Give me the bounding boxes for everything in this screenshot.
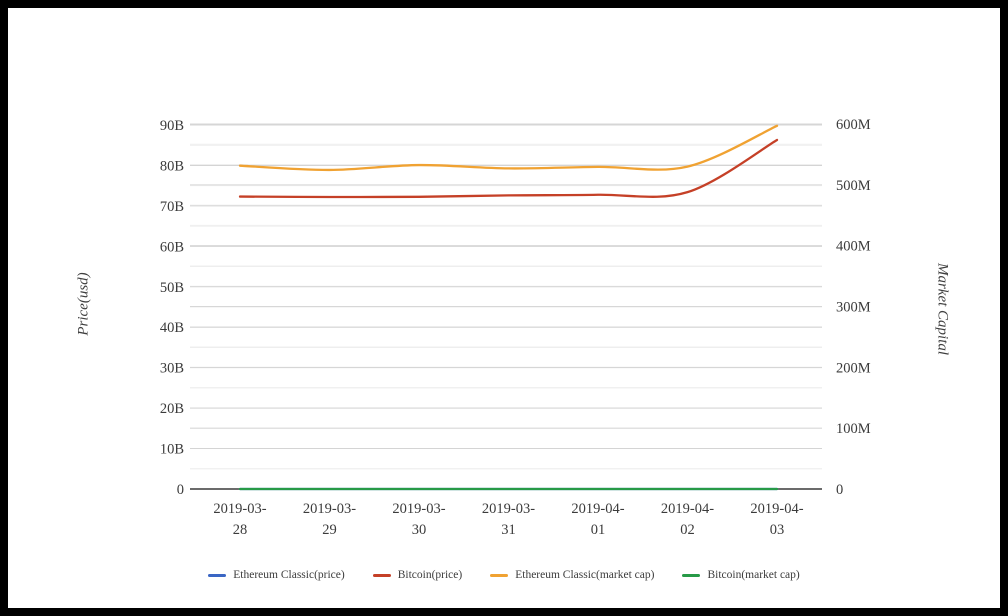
legend-label: Bitcoin(market cap) (707, 569, 800, 581)
right-axis-tick-label: 200M (836, 360, 871, 376)
right-axis-tick-label: 500M (836, 178, 871, 194)
left-axis-title: Price(usd) (75, 272, 92, 336)
right-axis-tick-label: 300M (836, 300, 871, 316)
left-axis-tick-label: 0 (177, 482, 184, 498)
left-axis-tick-label: 80B (160, 158, 184, 174)
left-axis-tick-label: 30B (160, 361, 184, 377)
x-axis-tick-label: 2019-04- (750, 501, 803, 517)
x-axis-tick-label: 01 (591, 522, 606, 538)
left-axis-tick-label: 70B (160, 199, 184, 215)
x-axis-tick-label: 31 (501, 522, 516, 538)
left-axis-tick-label: 60B (160, 239, 184, 255)
left-axis-tick-label: 20B (160, 401, 184, 417)
chart-canvas: 010B20B30B40B50B60B70B80B90B0100M200M300… (160, 117, 871, 538)
left-axis-tick-label: 50B (160, 280, 184, 296)
legend-swatch (372, 573, 391, 577)
x-axis-tick-label: 2019-03- (303, 501, 356, 517)
legend-swatch (490, 573, 509, 577)
left-axis-tick-label: 40B (160, 320, 184, 336)
right-axis-tick-label: 0 (836, 482, 843, 498)
legend-label: Ethereum Classic(market cap) (515, 569, 655, 581)
right-axis-tick-label: 400M (836, 239, 871, 255)
series-line-ethereum-classic-market-cap- (238, 124, 779, 172)
legend-swatch (208, 573, 227, 577)
x-axis-tick-label: 2019-03- (392, 501, 445, 517)
legend-swatch (682, 573, 701, 577)
legend-item-ethereum-classic-market-cap-: Ethereum Classic(market cap) (490, 569, 654, 581)
legend-label: Bitcoin(price) (397, 569, 463, 581)
legend-item-bitcoin-price-: Bitcoin(price) (372, 569, 463, 581)
legend-label: Ethereum Classic(price) (233, 569, 345, 581)
legend-item-bitcoin-market-cap-: Bitcoin(market cap) (682, 569, 800, 581)
right-axis-tick-label: 100M (836, 421, 871, 437)
x-axis-tick-label: 03 (770, 522, 785, 538)
legend-item-ethereum-classic-price-: Ethereum Classic(price) (208, 569, 345, 581)
left-axis-tick-label: 90B (160, 118, 184, 134)
series-line-bitcoin-price- (238, 138, 779, 199)
left-axis-tick-label: 10B (160, 442, 184, 458)
x-axis-tick-label: 02 (680, 522, 695, 538)
right-axis-tick-label: 600M (836, 117, 871, 133)
x-axis-tick-label: 30 (412, 522, 427, 538)
right-axis-title: Market Capital (934, 262, 951, 356)
x-axis-tick-label: 2019-03- (482, 501, 535, 517)
legend: Ethereum Classic(price) Bitcoin(price) Eth… (8, 567, 1000, 583)
x-axis-tick-label: 2019-04- (571, 501, 624, 517)
x-axis-tick-label: 28 (233, 522, 248, 538)
x-axis-tick-label: 29 (322, 522, 337, 538)
x-axis-tick-label: 2019-04- (661, 501, 714, 517)
x-axis-tick-label: 2019-03- (213, 501, 266, 517)
